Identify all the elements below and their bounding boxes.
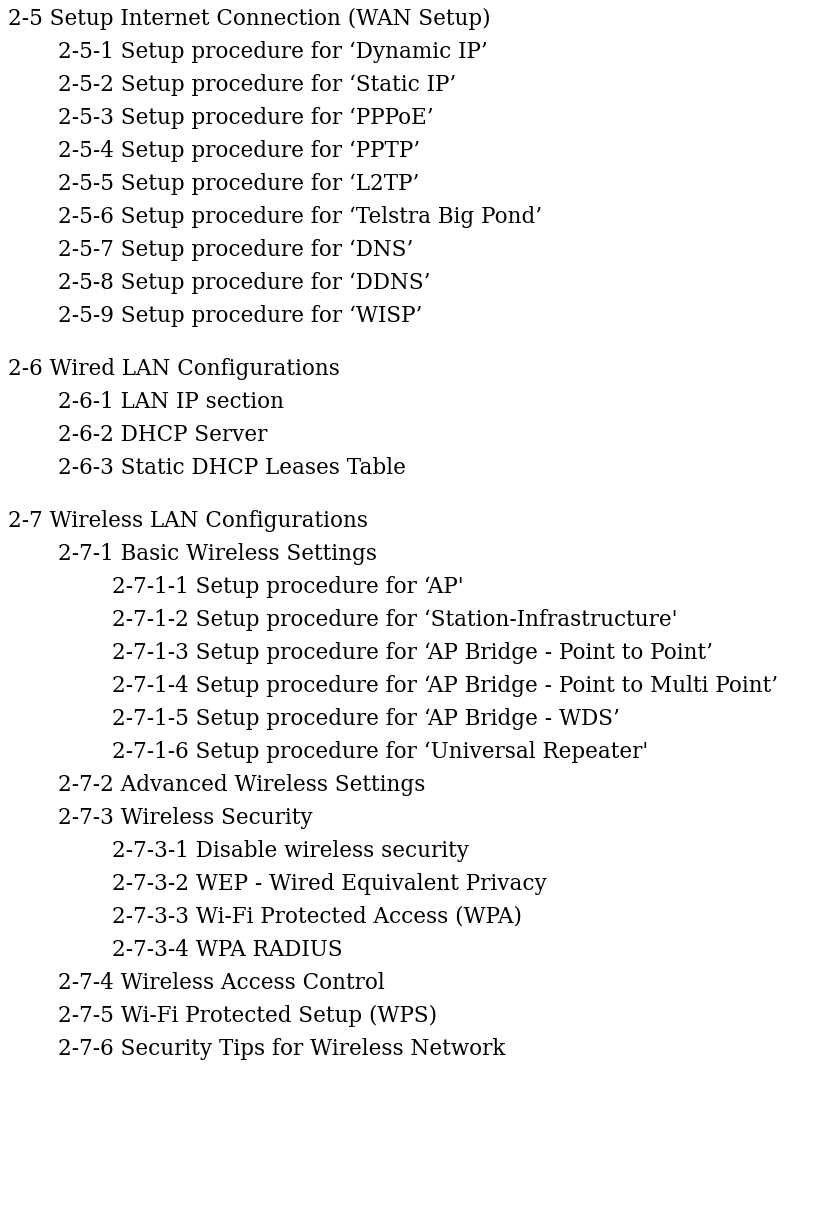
- Text: 2-6-1 LAN IP section: 2-6-1 LAN IP section: [58, 391, 284, 413]
- Text: 2-7-4 Wireless Access Control: 2-7-4 Wireless Access Control: [58, 972, 385, 994]
- Text: 2-7-1-3 Setup procedure for ‘AP Bridge - Point to Point’: 2-7-1-3 Setup procedure for ‘AP Bridge -…: [112, 642, 713, 664]
- Text: 2-7-1-5 Setup procedure for ‘AP Bridge - WDS’: 2-7-1-5 Setup procedure for ‘AP Bridge -…: [112, 707, 620, 729]
- Text: 2-7-1 Basic Wireless Settings: 2-7-1 Basic Wireless Settings: [58, 543, 377, 565]
- Text: 2-6 Wired LAN Configurations: 2-6 Wired LAN Configurations: [8, 358, 339, 380]
- Text: 2-7-5 Wi-Fi Protected Setup (WPS): 2-7-5 Wi-Fi Protected Setup (WPS): [58, 1005, 437, 1027]
- Text: 2-7-1-6 Setup procedure for ‘Universal Repeater': 2-7-1-6 Setup procedure for ‘Universal R…: [112, 741, 648, 763]
- Text: 2-5-7 Setup procedure for ‘DNS’: 2-5-7 Setup procedure for ‘DNS’: [58, 239, 413, 261]
- Text: 2-5 Setup Internet Connection (WAN Setup): 2-5 Setup Internet Connection (WAN Setup…: [8, 9, 491, 31]
- Text: 2-5-4 Setup procedure for ‘PPTP’: 2-5-4 Setup procedure for ‘PPTP’: [58, 140, 420, 162]
- Text: 2-7-3-4 WPA RADIUS: 2-7-3-4 WPA RADIUS: [112, 939, 343, 961]
- Text: 2-7-3-1 Disable wireless security: 2-7-3-1 Disable wireless security: [112, 840, 469, 862]
- Text: 2-6-3 Static DHCP Leases Table: 2-6-3 Static DHCP Leases Table: [58, 457, 406, 479]
- Text: 2-7-3 Wireless Security: 2-7-3 Wireless Security: [58, 807, 313, 829]
- Text: 2-7 Wireless LAN Configurations: 2-7 Wireless LAN Configurations: [8, 510, 368, 532]
- Text: 2-7-6 Security Tips for Wireless Network: 2-7-6 Security Tips for Wireless Network: [58, 1038, 505, 1060]
- Text: 2-5-6 Setup procedure for ‘Telstra Big Pond’: 2-5-6 Setup procedure for ‘Telstra Big P…: [58, 206, 542, 228]
- Text: 2-7-3-2 WEP - Wired Equivalent Privacy: 2-7-3-2 WEP - Wired Equivalent Privacy: [112, 873, 547, 895]
- Text: 2-5-2 Setup procedure for ‘Static IP’: 2-5-2 Setup procedure for ‘Static IP’: [58, 74, 457, 96]
- Text: 2-5-8 Setup procedure for ‘DDNS’: 2-5-8 Setup procedure for ‘DDNS’: [58, 272, 431, 294]
- Text: 2-5-3 Setup procedure for ‘PPPoE’: 2-5-3 Setup procedure for ‘PPPoE’: [58, 107, 433, 129]
- Text: 2-7-1-2 Setup procedure for ‘Station-Infrastructure': 2-7-1-2 Setup procedure for ‘Station-Inf…: [112, 609, 677, 631]
- Text: 2-6-2 DHCP Server: 2-6-2 DHCP Server: [58, 424, 267, 446]
- Text: 2-5-9 Setup procedure for ‘WISP’: 2-5-9 Setup procedure for ‘WISP’: [58, 305, 422, 327]
- Text: 2-7-1-1 Setup procedure for ‘AP': 2-7-1-1 Setup procedure for ‘AP': [112, 576, 464, 598]
- Text: 2-5-1 Setup procedure for ‘Dynamic IP’: 2-5-1 Setup procedure for ‘Dynamic IP’: [58, 40, 488, 63]
- Text: 2-7-2 Advanced Wireless Settings: 2-7-2 Advanced Wireless Settings: [58, 774, 425, 796]
- Text: 2-7-1-4 Setup procedure for ‘AP Bridge - Point to Multi Point’: 2-7-1-4 Setup procedure for ‘AP Bridge -…: [112, 676, 778, 698]
- Text: 2-7-3-3 Wi-Fi Protected Access (WPA): 2-7-3-3 Wi-Fi Protected Access (WPA): [112, 906, 522, 928]
- Text: 2-5-5 Setup procedure for ‘L2TP’: 2-5-5 Setup procedure for ‘L2TP’: [58, 173, 419, 195]
